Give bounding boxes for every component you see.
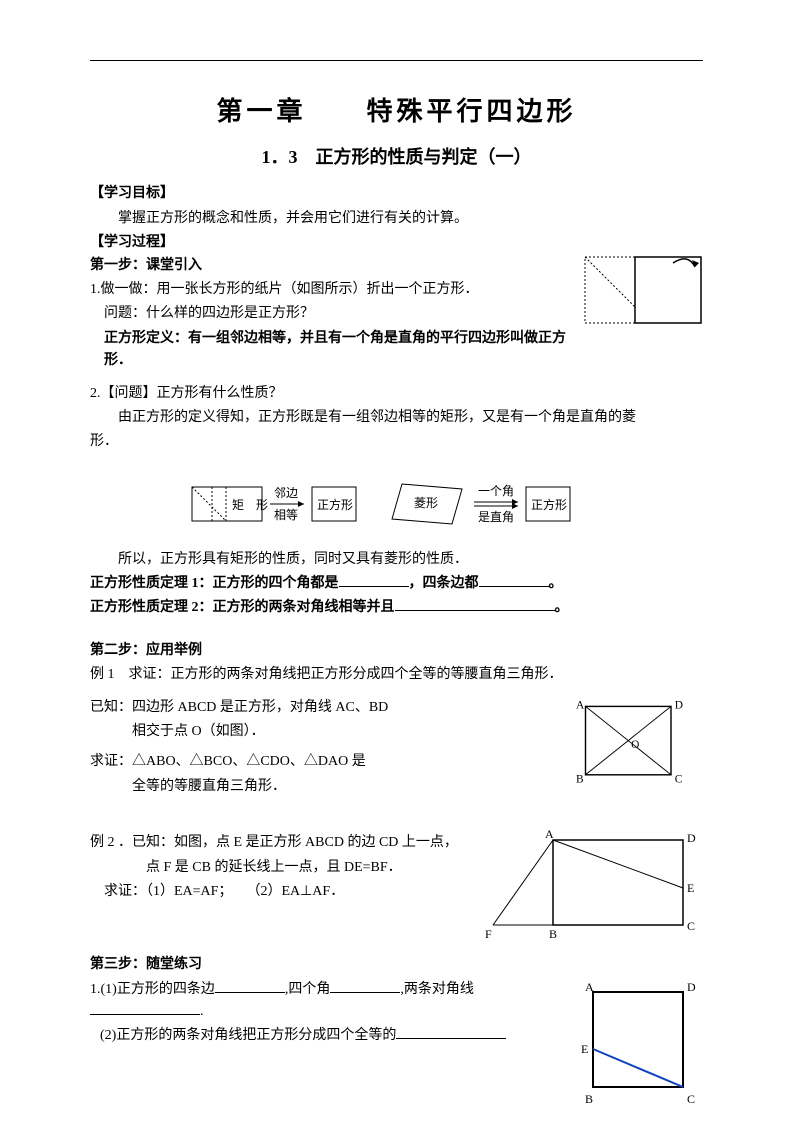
ex1-prove-a: 求证：△ABO、△BCO、△CDO、△DAO 是: [90, 751, 543, 773]
ex2-line1: 例 2 ．已知：如图，点 E 是正方形 ABCD 的边 CD 上一点，: [90, 832, 473, 854]
question2-text: 由正方形的定义得知，正方形既是有一组邻边相等的矩形，又是有一个角是直角的菱: [90, 407, 703, 429]
theorem2-a: 正方形性质定理 2：正方形的两条对角线相等并且: [90, 600, 395, 615]
p1-d: .: [200, 1004, 204, 1019]
square-definition: 正方形定义：有一组邻边相等，并且有一个角是直角的平行四边形叫做正方形．: [90, 328, 573, 373]
top-rule: [90, 60, 703, 61]
step3-heading: 第三步：随堂练习: [90, 954, 703, 976]
svg-text:A: A: [545, 830, 554, 841]
svg-text:一个角: 一个角: [478, 484, 514, 498]
svg-text:正方形: 正方形: [317, 497, 353, 512]
svg-text:C: C: [687, 919, 695, 933]
blank: [90, 1001, 200, 1015]
ex2-line2: 点 F 是 CB 的延长线上一点，且 DE=BF．: [90, 857, 473, 879]
svg-text:B: B: [549, 927, 557, 940]
svg-text:B: B: [585, 1092, 593, 1106]
section-title: 1．3 正方形的性质与判定（一）: [90, 143, 703, 172]
p1-c: ,两条对角线: [400, 982, 474, 997]
p2-a: (2)正方形的两条对角线把正方形分成四个全等的: [100, 1028, 396, 1043]
svg-text:C: C: [675, 773, 683, 785]
svg-text:C: C: [687, 1092, 695, 1106]
step2-heading: 第二步：应用举例: [90, 640, 703, 662]
svg-text:矩 形: 矩 形: [232, 498, 268, 512]
svg-text:相等: 相等: [274, 508, 298, 522]
conclusion: 所以，正方形具有矩形的性质，同时又具有菱形的性质．: [90, 549, 703, 571]
heading-process: 【学习过程】: [90, 232, 703, 254]
svg-text:A: A: [576, 699, 585, 711]
svg-text:是直角: 是直角: [478, 510, 514, 524]
heading-objective: 【学习目标】: [90, 183, 703, 205]
objective-text: 掌握正方形的概念和性质，并会用它们进行有关的计算。: [90, 208, 703, 230]
svg-text:D: D: [687, 831, 696, 845]
theorem2: 正方形性质定理 2：正方形的两条对角线相等并且 。: [90, 597, 703, 619]
blank: [330, 979, 400, 993]
svg-text:O: O: [631, 739, 639, 751]
blank: [396, 1025, 506, 1039]
transform-diagram: 矩 形 邻边 相等 正方形 菱形 一个角 是直角 正方形: [90, 469, 703, 539]
svg-text:A: A: [585, 980, 594, 994]
chapter-title: 第一章 特殊平行四边形: [90, 91, 703, 133]
practice-figure: A D E B C: [573, 977, 703, 1107]
theorem1-a: 正方形性质定理 1：正方形的四个角都是: [90, 576, 339, 591]
ex1-given-a: 已知：四边形 ABCD 是正方形，对角线 AC、BD: [90, 697, 543, 719]
svg-text:正方形: 正方形: [531, 497, 567, 512]
theorem1-b: ，四条边都: [409, 576, 479, 591]
svg-text:D: D: [675, 699, 683, 711]
svg-text:菱形: 菱形: [414, 496, 438, 510]
svg-text:邻边: 邻边: [274, 486, 298, 500]
p1-b: ,四个角: [285, 982, 331, 997]
blank: [479, 573, 549, 587]
svg-text:B: B: [576, 773, 584, 785]
theorem1-c: 。: [549, 576, 563, 591]
blank: [339, 573, 409, 587]
blank: [395, 597, 555, 611]
ex2-line3: 求证：（1）EA=AF； （2）EA⊥AF．: [90, 881, 473, 903]
step1-line2: 问题：什么样的四边形是正方形？: [90, 303, 573, 325]
question2: 2.【问题】正方形有什么性质？: [90, 383, 703, 405]
p1-a: 1.(1)正方形的四条边: [90, 982, 215, 997]
example1-figure: A D B C O: [563, 695, 703, 790]
practice1: 1.(1)正方形的四条边 ,四个角 ,两条对角线.: [90, 979, 573, 1024]
ex1-prove-b: 全等的等腰直角三角形．: [90, 776, 543, 798]
svg-text:E: E: [581, 1042, 588, 1056]
fold-figure: [583, 255, 703, 325]
question2-text2: 形．: [90, 431, 703, 453]
ex1-given-b: 相交于点 O（如图）．: [90, 721, 543, 743]
step1-heading: 第一步：课堂引入: [90, 255, 573, 277]
step1-line1: 1.做一做：用一张长方形的纸片（如图所示）折出一个正方形．: [90, 279, 573, 301]
blank: [215, 979, 285, 993]
theorem2-b: 。: [555, 600, 569, 615]
example1-title: 例 1 求证：正方形的两条对角线把正方形分成四个全等的等腰直角三角形．: [90, 664, 703, 686]
example2-figure: A D E C B F: [483, 830, 703, 940]
theorem1: 正方形性质定理 1：正方形的四个角都是 ，四条边都 。: [90, 573, 703, 595]
svg-text:F: F: [485, 927, 492, 940]
svg-text:D: D: [687, 980, 696, 994]
svg-text:E: E: [687, 881, 694, 895]
practice2: (2)正方形的两条对角线把正方形分成四个全等的: [90, 1025, 573, 1047]
